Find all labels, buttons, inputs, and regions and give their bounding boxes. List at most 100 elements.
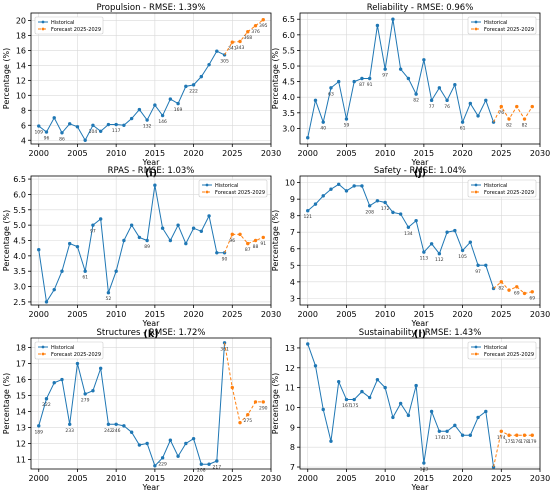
y-tick-label: 13: [16, 423, 26, 432]
x-axis-label: Year: [411, 483, 430, 492]
data-label: 121: [303, 214, 312, 220]
plot-frame: [299, 337, 541, 470]
y-axis-label: Percentage (%): [2, 210, 11, 271]
data-label: 88: [253, 244, 259, 250]
historical-point: [215, 459, 219, 463]
historical-point: [191, 436, 196, 441]
data-label: 305: [220, 58, 229, 64]
x-tick-label: 2025: [491, 149, 511, 158]
historical-point: [122, 238, 126, 243]
historical-point: [306, 209, 310, 213]
x-tick-label: 2015: [414, 474, 434, 483]
historical-point: [429, 409, 434, 414]
x-tick-label: 2020: [452, 474, 472, 483]
historical-point: [329, 86, 333, 90]
historical-point: [37, 248, 41, 252]
data-label: 275: [243, 418, 252, 424]
historical-point: [106, 291, 111, 295]
historical-point: [460, 120, 465, 124]
y-tick-label: 10: [285, 403, 295, 412]
y-tick-label: 8: [290, 443, 295, 452]
historical-point: [453, 423, 457, 428]
x-axis-label: Year: [411, 319, 430, 328]
historical-point: [414, 218, 418, 223]
historical-point: [460, 433, 465, 437]
forecast-point: [230, 232, 234, 237]
data-label: 174: [497, 435, 506, 441]
historical-point: [153, 103, 157, 107]
historical-point: [199, 462, 204, 466]
forecast-point: [246, 241, 250, 246]
historical-point: [145, 238, 149, 243]
x-tick-label: 2030: [530, 310, 550, 319]
data-label: 96: [229, 238, 235, 244]
data-label: 91: [260, 241, 266, 247]
historical-point: [329, 439, 333, 443]
data-label: 376: [251, 29, 260, 35]
historical-point: [445, 98, 449, 103]
y-tick-label: 3.0: [13, 283, 26, 292]
historical-point: [476, 415, 480, 420]
historical-point: [129, 223, 134, 227]
historical-point: [145, 118, 149, 122]
historical-point: [168, 238, 173, 243]
historical-line: [38, 342, 226, 467]
historical-point: [184, 241, 188, 246]
forecast-point: [246, 412, 250, 417]
chart-title: Propulsion - RMSE: 1.39%: [96, 3, 205, 13]
historical-point: [222, 341, 227, 345]
y-tick-label: 6.5: [282, 15, 295, 24]
y-tick-label: 11: [285, 384, 295, 393]
plot-frame: [30, 12, 272, 145]
x-tick-label: 2005: [336, 149, 356, 158]
legend-box: [467, 341, 537, 360]
forecast-point: [253, 24, 258, 28]
data-label: 172: [381, 206, 390, 212]
historical-point: [445, 230, 449, 234]
legend-label: Historical: [484, 20, 507, 26]
historical-point: [437, 252, 442, 256]
data-label: 82: [498, 285, 504, 291]
y-tick-label: 2.5: [13, 298, 26, 307]
historical-point: [367, 395, 372, 400]
data-label: 97: [90, 229, 96, 235]
legend-label: Historical: [51, 20, 74, 26]
forecast-point: [522, 291, 527, 296]
legend-label: Historical: [484, 345, 507, 351]
forecast-point: [261, 18, 265, 22]
chart-panel: 2000 2005 2010 2015 2020 2025 2030 4 6 8 10 12 14 16 1…: [2, 3, 281, 179]
y-tick-label: 9: [290, 195, 295, 204]
y-tick-label: 7: [290, 228, 295, 237]
legend-marker: [41, 352, 45, 356]
data-label: 104: [89, 129, 98, 135]
forecast-point: [515, 285, 519, 289]
y-axis-label: Percentage (%): [271, 48, 280, 109]
historical-point: [360, 76, 364, 81]
historical-point: [191, 83, 196, 87]
historical-point: [98, 366, 103, 371]
x-tick-label: 2015: [145, 310, 165, 319]
legend-marker: [474, 190, 478, 194]
historical-point: [484, 409, 488, 414]
x-tick-label: 2000: [298, 149, 318, 158]
historical-point: [422, 461, 426, 465]
y-tick-label: 18: [16, 31, 26, 40]
panel-label: (i): [145, 168, 157, 179]
forecast-point: [253, 238, 258, 243]
x-tick-label: 2010: [106, 149, 126, 158]
historical-point: [98, 217, 103, 221]
historical-point: [168, 97, 173, 101]
historical-point: [160, 113, 165, 118]
historical-point: [122, 424, 126, 428]
y-tick-label: 3.5: [13, 267, 26, 276]
panel-label: (j): [414, 168, 426, 179]
historical-point: [398, 212, 403, 216]
data-label: 40: [320, 126, 326, 132]
x-tick-label: 2030: [261, 474, 281, 483]
historical-point: [68, 422, 72, 426]
historical-point: [160, 226, 165, 230]
historical-point: [375, 199, 380, 203]
historical-line: [307, 343, 495, 468]
data-label: 82: [506, 123, 512, 129]
y-tick-label: 3.0: [282, 124, 295, 133]
